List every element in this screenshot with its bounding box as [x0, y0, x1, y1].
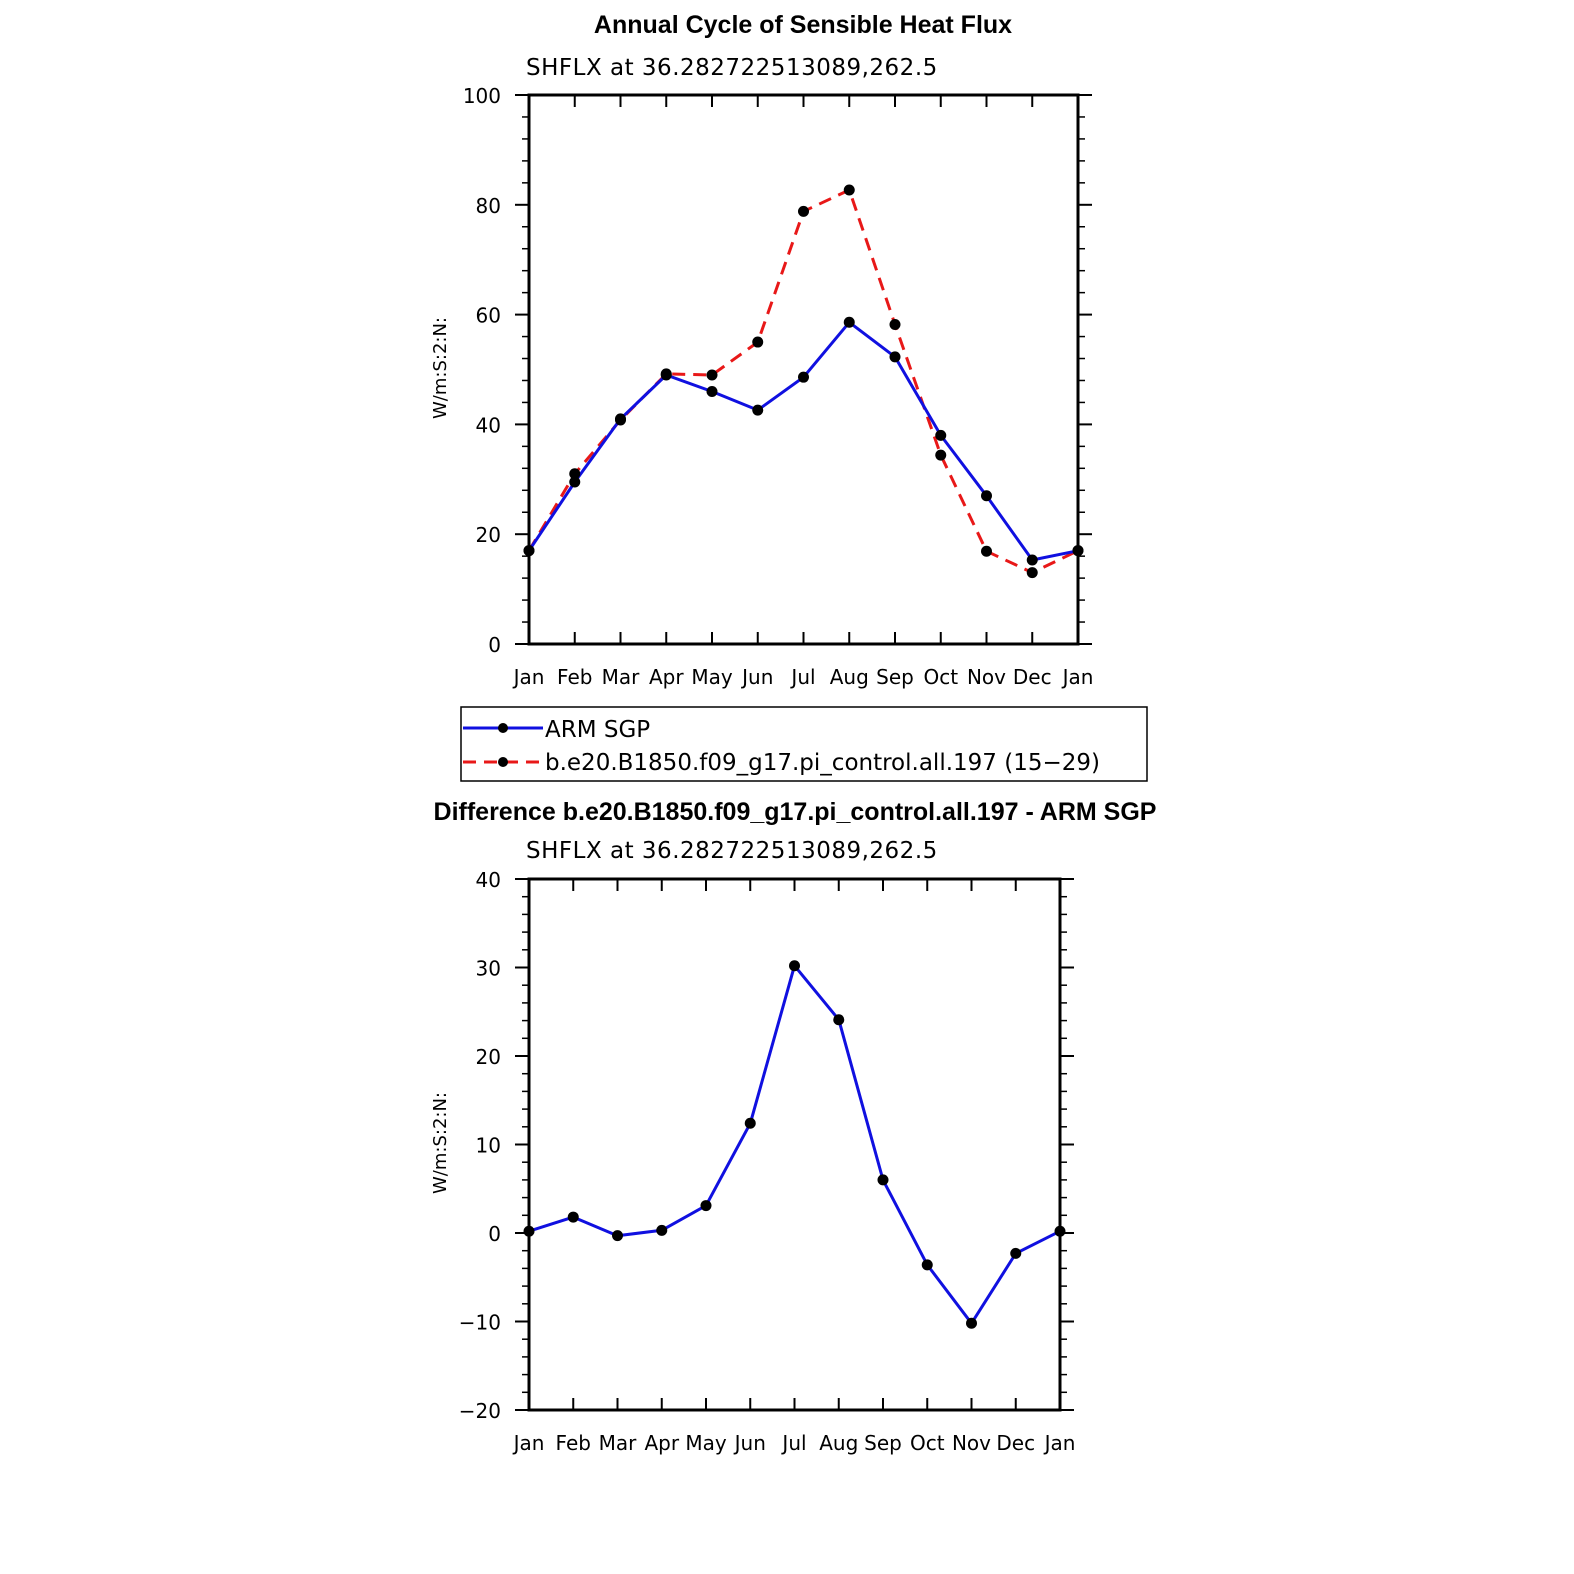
x-tick-label: Sep	[864, 1431, 902, 1455]
data-point-series-0	[1026, 554, 1038, 566]
data-point-series-0	[660, 369, 672, 381]
data-point-series-1	[843, 184, 855, 196]
data-point-series-0	[798, 371, 809, 383]
chart-difference: Difference b.e20.B1850.f09_g17.pi_contro…	[430, 798, 1156, 1455]
x-tick-label: Sep	[876, 665, 914, 689]
legend-entry-arm: ARM SGP	[463, 717, 650, 743]
chart-1-ylabel: W/m:S:2:N:	[430, 317, 451, 419]
chart-2-frame	[527, 877, 1062, 1412]
chart-2-ticks	[515, 878, 1074, 1411]
x-tick-label: Oct	[910, 1431, 945, 1455]
x-tick-label: Oct	[923, 665, 958, 689]
data-point-series-0	[700, 1200, 712, 1212]
legend-marker-model	[498, 757, 508, 767]
data-point-series-0	[921, 1259, 933, 1271]
y-tick-label: 20	[476, 1045, 501, 1069]
x-tick-label: Feb	[557, 665, 592, 689]
data-point-series-0	[889, 351, 901, 363]
data-point-series-0	[877, 1174, 889, 1186]
data-point-series-0	[615, 413, 626, 425]
y-tick-label: 60	[476, 304, 501, 328]
y-tick-label: −10	[459, 1311, 501, 1335]
data-point-series-0	[843, 316, 855, 328]
data-point-series-0	[744, 1117, 756, 1129]
y-tick-label: 0	[488, 633, 501, 657]
x-tick-label: Jun	[740, 665, 773, 689]
x-tick-label: Jan	[512, 1431, 545, 1455]
data-point-series-1	[935, 449, 947, 461]
legend-entry-model: b.e20.B1850.f09_g17.pi_control.all.197 (…	[463, 750, 1100, 776]
x-tick-label: Jan	[1061, 665, 1094, 689]
x-tick-label: Jan	[512, 665, 545, 689]
x-tick-label: Nov	[952, 1431, 991, 1455]
chart-1-frame	[527, 93, 1080, 646]
y-tick-label: −20	[459, 1399, 501, 1423]
chart-1-title: Annual Cycle of Sensible Heat Flux	[594, 11, 1012, 39]
data-point-series-1	[752, 336, 764, 348]
y-tick-label: 0	[488, 1222, 501, 1246]
x-tick-label: Feb	[556, 1431, 591, 1455]
x-tick-label: Aug	[830, 665, 869, 689]
data-point-series-1	[798, 205, 809, 217]
chart-2-series	[523, 960, 1066, 1329]
y-tick-label: 80	[476, 194, 501, 218]
x-tick-label: Apr	[649, 665, 684, 689]
chart-2-ylabel: W/m:S:2:N:	[430, 1092, 451, 1194]
x-tick-label: May	[685, 1431, 727, 1455]
x-tick-label: Jul	[780, 1431, 806, 1455]
chart-1-subtitle: SHFLX at 36.282722513089,262.5	[526, 55, 938, 81]
data-point-series-0	[752, 404, 764, 416]
legend-label-arm: ARM SGP	[545, 717, 650, 743]
chart-2-subtitle: SHFLX at 36.282722513089,262.5	[526, 838, 938, 864]
data-point-series-0	[833, 1014, 845, 1026]
chart-2-title: Difference b.e20.B1850.f09_g17.pi_contro…	[434, 798, 1157, 826]
legend: ARM SGP b.e20.B1850.f09_g17.pi_control.a…	[460, 706, 1148, 782]
data-point-series-1	[706, 369, 718, 381]
x-tick-label: Jun	[733, 1431, 766, 1455]
y-tick-label: 20	[476, 523, 501, 547]
legend-marker-arm	[498, 723, 508, 733]
legend-box	[460, 706, 1148, 782]
data-point-series-0	[966, 1317, 977, 1329]
x-tick-label: May	[691, 665, 733, 689]
chart-1-tick-labels: Jan Feb Mar Apr May Jun Jul Aug Sep Oct Nov Dec Jan 0…	[463, 84, 1094, 689]
x-tick-label: Nov	[967, 665, 1006, 689]
legend-label-model: b.e20.B1850.f09_g17.pi_control.all.197 (…	[545, 750, 1100, 776]
data-point-series-0	[935, 429, 947, 441]
y-tick-label: 30	[476, 957, 501, 981]
y-tick-label: 40	[476, 868, 501, 892]
chart-1-series	[523, 184, 1084, 579]
y-tick-label: 100	[463, 84, 501, 108]
data-point-series-0	[706, 385, 718, 397]
y-tick-label: 10	[476, 1134, 501, 1158]
data-point-series-0	[981, 490, 992, 502]
data-point-series-0	[1010, 1247, 1022, 1259]
data-point-series-1	[889, 318, 901, 330]
series-line-0	[527, 320, 1079, 562]
series-line-0	[528, 964, 1061, 1325]
data-point-series-0	[569, 476, 581, 488]
x-tick-label: Mar	[599, 1431, 638, 1455]
x-tick-label: Apr	[644, 1431, 679, 1455]
data-point-series-0	[612, 1230, 623, 1242]
x-tick-label: Jan	[1043, 1431, 1076, 1455]
x-tick-label: Dec	[1013, 665, 1052, 689]
chart-annual-cycle: Annual Cycle of Sensible Heat Flux SHFLX…	[430, 11, 1093, 689]
y-tick-label: 40	[476, 413, 501, 437]
x-tick-label: Aug	[819, 1431, 858, 1455]
data-point-series-0	[656, 1224, 668, 1236]
data-point-series-0	[567, 1211, 579, 1223]
x-tick-label: Mar	[602, 665, 641, 689]
chart-1-ticks	[515, 94, 1092, 645]
data-point-series-1	[1026, 567, 1038, 579]
data-point-series-0	[789, 960, 800, 972]
x-tick-label: Jul	[789, 665, 815, 689]
data-point-series-1	[981, 545, 992, 557]
chart-2-tick-labels: Jan Feb Mar Apr May Jun Jul Aug Sep Oct Nov Dec Jan−…	[459, 868, 1076, 1455]
data-point-series-1	[569, 468, 581, 480]
x-tick-label: Dec	[996, 1431, 1035, 1455]
